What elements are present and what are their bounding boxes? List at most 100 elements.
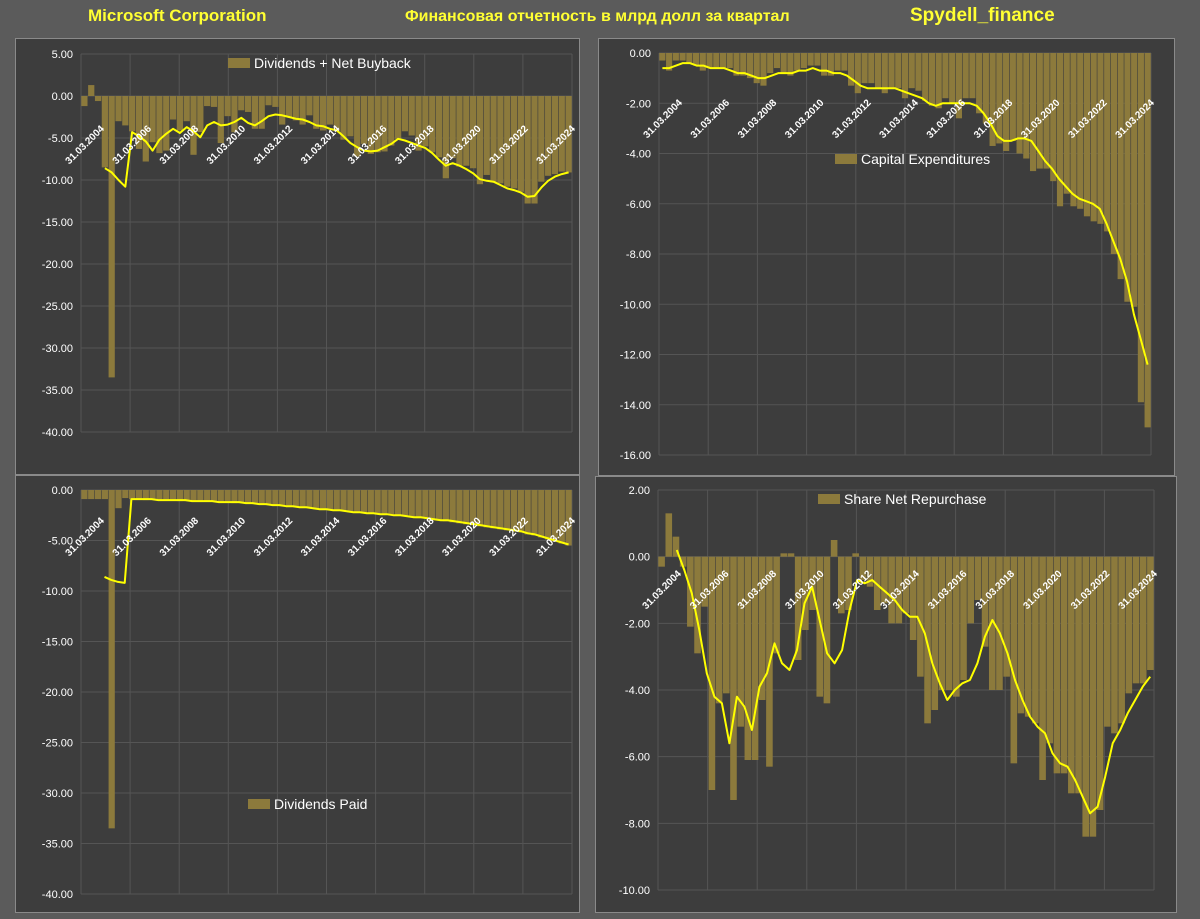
bar	[367, 96, 374, 154]
bar	[866, 556, 874, 587]
bar	[94, 490, 102, 500]
company-title: Microsoft Corporation	[88, 6, 267, 25]
bar	[551, 490, 559, 542]
bar	[942, 53, 949, 99]
bar	[1097, 53, 1104, 224]
y-tick-label: -6.00	[626, 199, 651, 211]
x-tick-label: 31.03.2014	[878, 97, 921, 140]
bar	[1053, 556, 1061, 774]
bar	[306, 96, 313, 116]
bar	[285, 96, 293, 117]
bar	[794, 556, 802, 660]
bar	[823, 556, 831, 704]
bar	[319, 96, 327, 131]
legend-label: Share Net Repurchase	[844, 491, 987, 507]
bar	[1016, 53, 1023, 154]
bar	[1032, 556, 1039, 724]
bar	[780, 53, 787, 74]
bar	[794, 53, 801, 71]
bar	[895, 53, 902, 89]
bar	[1096, 556, 1104, 810]
bar	[982, 53, 989, 124]
bar	[135, 96, 143, 149]
bar	[945, 556, 953, 690]
bar	[701, 556, 709, 607]
bar	[490, 490, 497, 529]
bar	[115, 490, 122, 509]
bar	[285, 490, 293, 507]
bar	[504, 96, 511, 187]
bar	[374, 490, 381, 515]
bar	[692, 53, 700, 66]
bar	[1083, 53, 1091, 217]
bar	[713, 53, 720, 69]
x-tick-label: 31.03.2010	[205, 515, 248, 558]
bar	[244, 490, 252, 504]
x-tick-label: 31.03.2018	[393, 515, 436, 558]
bar	[1089, 556, 1097, 837]
bar	[545, 96, 552, 176]
bar	[422, 490, 429, 519]
bar	[429, 96, 436, 153]
bar	[497, 96, 504, 184]
bar	[976, 53, 983, 114]
bar	[476, 96, 484, 185]
chart-panel-dividends-buyback: 5.00 0.00 -5.00 -10.00 -15.00 -20.00 -25.00 -30…	[15, 38, 580, 475]
bar	[751, 556, 759, 760]
bar	[524, 96, 531, 204]
bar	[679, 556, 687, 567]
bar	[394, 96, 402, 139]
bar	[895, 556, 903, 624]
bar	[340, 490, 347, 512]
bar	[758, 556, 766, 700]
bar	[388, 490, 395, 516]
bar	[524, 490, 531, 535]
bar	[367, 490, 374, 514]
bar	[672, 536, 680, 557]
y-tick-label: -10.00	[42, 175, 73, 187]
bar	[299, 490, 306, 508]
bar	[744, 556, 752, 760]
bar	[517, 96, 524, 192]
bar	[292, 96, 299, 121]
legend-swatch	[228, 58, 250, 68]
bar	[415, 490, 422, 519]
bar	[272, 96, 279, 107]
bar	[1036, 53, 1043, 169]
bar	[204, 490, 211, 502]
y-tick-label: -4.00	[625, 685, 650, 697]
bar	[737, 556, 744, 727]
bar	[787, 53, 794, 76]
bar	[360, 490, 368, 514]
bar	[149, 96, 156, 143]
chart-panel-capital-expenditures: 0.00 -2.00 -4.00 -6.00 -8.00 -10.00 -12.00 -14.…	[598, 38, 1175, 476]
y-tick-label: 2.00	[629, 485, 650, 497]
bar	[442, 96, 449, 179]
bar	[1017, 556, 1025, 714]
bar	[1124, 53, 1131, 302]
bar	[217, 96, 224, 144]
bar	[962, 53, 969, 99]
legend-label: Dividends + Net Buyback	[254, 55, 412, 71]
y-tick-label: -5.00	[48, 536, 73, 548]
bar	[719, 53, 727, 69]
bar	[217, 490, 224, 503]
bar	[545, 490, 552, 540]
bar	[88, 490, 95, 500]
bar	[834, 53, 841, 71]
y-tick-label: -8.00	[626, 249, 651, 261]
bar	[969, 53, 976, 99]
bar	[231, 96, 238, 133]
bar	[1131, 53, 1138, 307]
bar	[658, 556, 665, 567]
source-label: Spydell_finance	[910, 5, 1055, 26]
bar	[81, 490, 88, 500]
bar	[204, 96, 211, 107]
y-tick-label: -30.00	[42, 788, 73, 800]
bar	[821, 53, 828, 76]
bar	[874, 53, 882, 89]
bar	[183, 96, 190, 122]
bar	[115, 96, 122, 122]
bar	[142, 490, 149, 501]
bar	[881, 53, 888, 94]
